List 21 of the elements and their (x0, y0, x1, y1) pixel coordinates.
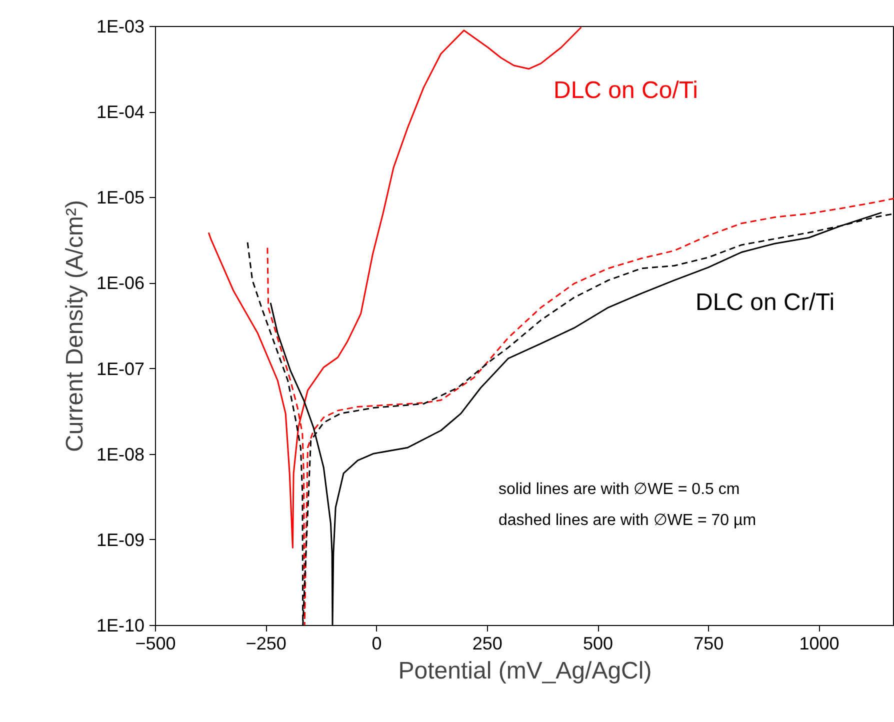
annotation: dashed lines are with ∅WE = 70 µm (498, 512, 756, 529)
y-tick-label: 1E-08 (96, 444, 145, 464)
x-tick-label: 1000 (799, 634, 840, 654)
y-tick-label: 1E-06 (96, 273, 145, 294)
y-tick-label: 1E-09 (96, 530, 145, 550)
x-axis-title: Potential (mV_Ag/AgCl) (398, 658, 652, 684)
x-tick-label: 500 (583, 634, 614, 654)
y-tick-label: 1E-07 (96, 358, 145, 379)
series-label: DLC on Cr/Ti (696, 289, 835, 316)
series-label: DLC on Co/Ti (554, 77, 698, 104)
x-tick-label: −500 (135, 634, 176, 654)
annotation: solid lines are with ∅WE = 0.5 cm (498, 481, 740, 498)
x-tick-label: −250 (246, 634, 286, 654)
y-tick-label: 1E-10 (96, 616, 145, 636)
x-tick-label: 250 (472, 634, 502, 654)
x-tick-label: 0 (372, 634, 382, 654)
x-tick-label: 750 (694, 634, 724, 654)
y-tick-label: 1E-03 (96, 16, 145, 36)
y-tick-label: 1E-04 (96, 102, 145, 122)
y-axis-title: Current Density (A/cm²) (61, 200, 88, 452)
y-tick-label: 1E-05 (96, 188, 145, 208)
